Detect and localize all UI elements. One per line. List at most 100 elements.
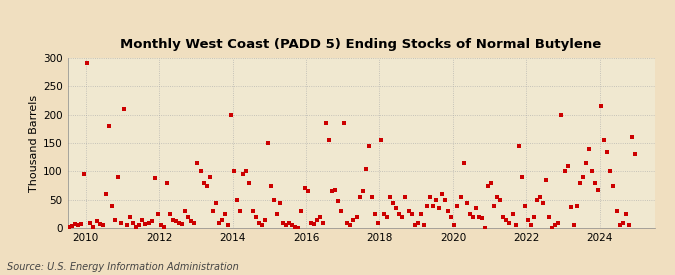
Point	[507, 212, 518, 216]
Point	[186, 219, 197, 224]
Point	[107, 203, 117, 208]
Point	[553, 220, 564, 225]
Point	[101, 192, 111, 196]
Point	[213, 220, 224, 225]
Point	[265, 183, 276, 188]
Point	[397, 215, 408, 219]
Point	[620, 212, 631, 216]
Point	[217, 218, 227, 222]
Point	[379, 212, 389, 216]
Point	[85, 220, 96, 225]
Point	[556, 112, 567, 117]
Point	[550, 223, 561, 228]
Point	[614, 223, 625, 228]
Point	[137, 218, 148, 222]
Point	[446, 215, 457, 219]
Point	[296, 209, 307, 213]
Point	[171, 219, 182, 224]
Point	[516, 175, 527, 179]
Point	[333, 199, 344, 203]
Point	[134, 223, 144, 228]
Point	[617, 220, 628, 225]
Point	[159, 224, 169, 229]
Point	[578, 175, 589, 179]
Point	[513, 144, 524, 148]
Point	[342, 220, 353, 225]
Point	[458, 161, 469, 165]
Point	[253, 220, 264, 225]
Point	[339, 121, 350, 125]
Point	[486, 181, 497, 185]
Point	[464, 212, 475, 216]
Point	[165, 212, 176, 216]
Point	[611, 209, 622, 213]
Point	[183, 215, 194, 219]
Point	[229, 169, 240, 174]
Point	[449, 223, 460, 228]
Point	[504, 220, 515, 225]
Point	[431, 198, 441, 202]
Point	[290, 224, 301, 229]
Point	[131, 224, 142, 229]
Point	[103, 124, 114, 128]
Point	[207, 209, 218, 213]
Point	[369, 212, 380, 216]
Point	[452, 203, 463, 208]
Point	[149, 176, 160, 180]
Point	[161, 181, 172, 185]
Point	[225, 112, 236, 117]
Point	[418, 223, 429, 228]
Point	[427, 203, 438, 208]
Point	[367, 195, 377, 199]
Point	[525, 223, 536, 228]
Point	[434, 206, 445, 211]
Point	[259, 218, 270, 222]
Text: Source: U.S. Energy Information Administration: Source: U.S. Energy Information Administ…	[7, 262, 238, 272]
Point	[565, 204, 576, 209]
Point	[461, 200, 472, 205]
Point	[155, 223, 166, 228]
Point	[559, 169, 570, 174]
Point	[205, 175, 215, 179]
Point	[385, 195, 396, 199]
Point	[354, 195, 365, 199]
Point	[55, 221, 65, 226]
Point	[57, 219, 68, 224]
Point	[287, 223, 298, 228]
Point	[143, 220, 154, 225]
Point	[492, 195, 503, 199]
Point	[97, 223, 108, 228]
Point	[360, 166, 371, 171]
Point	[189, 220, 200, 225]
Point	[593, 187, 603, 192]
Point	[470, 206, 481, 211]
Point	[455, 195, 466, 199]
Point	[113, 175, 124, 179]
Point	[574, 181, 585, 185]
Point	[115, 220, 126, 225]
Point	[232, 198, 242, 202]
Point	[373, 220, 383, 225]
Point	[406, 212, 417, 216]
Point	[88, 224, 99, 229]
Point	[49, 220, 59, 225]
Point	[308, 222, 319, 227]
Point	[571, 203, 582, 208]
Point	[562, 164, 573, 168]
Point	[281, 223, 292, 228]
Point	[409, 223, 420, 228]
Point	[345, 223, 356, 228]
Point	[82, 61, 92, 66]
Point	[128, 220, 138, 225]
Point	[277, 220, 288, 225]
Point	[382, 215, 393, 219]
Point	[201, 183, 212, 188]
Point	[153, 212, 163, 216]
Point	[580, 161, 591, 165]
Point	[400, 195, 411, 199]
Point	[73, 223, 84, 228]
Point	[192, 161, 203, 165]
Point	[140, 221, 151, 226]
Point	[443, 209, 454, 213]
Point	[544, 215, 555, 219]
